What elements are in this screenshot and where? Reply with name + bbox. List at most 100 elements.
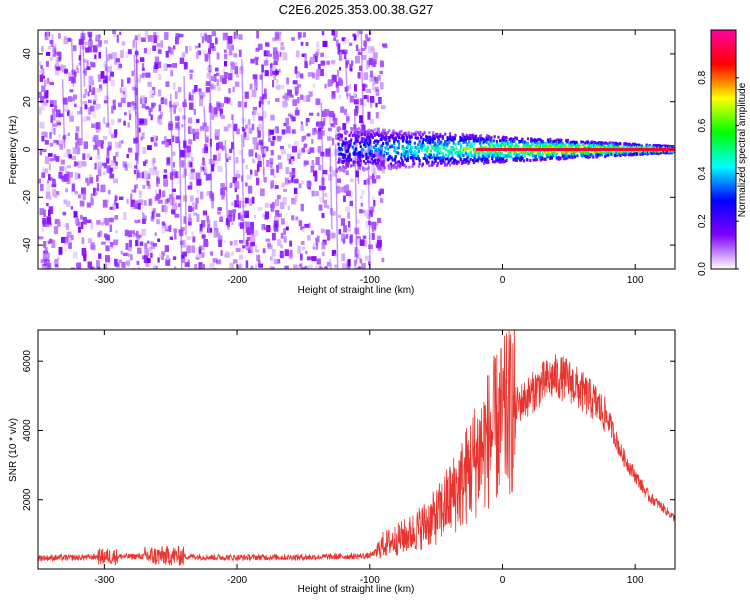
spectrogram-cell xyxy=(85,47,89,53)
spectrogram-cell xyxy=(188,45,192,52)
spectrogram-cell xyxy=(406,159,409,162)
spectrogram-cell xyxy=(223,53,228,60)
spectrogram-cell xyxy=(275,98,280,102)
spectrogram-cell xyxy=(248,127,253,134)
spectrogram-cell xyxy=(172,151,176,156)
spectrogram-cell xyxy=(397,143,401,147)
spectrogram-cell xyxy=(262,93,267,100)
spectrogram-cell xyxy=(307,235,311,241)
spectrogram-cell xyxy=(657,151,660,155)
spectrogram-cell xyxy=(256,177,260,186)
spectrogram-cell xyxy=(419,142,422,146)
spectrogram-cell xyxy=(470,136,473,140)
spectrogram-cell xyxy=(471,145,474,148)
spectrogram-cell xyxy=(87,91,90,97)
spectrogram-cell xyxy=(378,149,381,153)
colorbar-tick-label: 0.8 xyxy=(697,70,708,84)
spectrogram-cell xyxy=(375,112,379,119)
spectrogram-y-axis-label: Frequency (Hz) xyxy=(8,116,19,185)
spectrogram-cell xyxy=(301,53,307,57)
spectrogram-cell xyxy=(529,159,532,162)
spectrogram-cell xyxy=(262,248,266,254)
spectrogram-cell xyxy=(591,140,594,144)
spectrogram-cell xyxy=(321,213,325,218)
spectrogram-cell xyxy=(294,194,298,202)
spectrogram-cell xyxy=(344,235,347,239)
spectrogram-cell xyxy=(366,141,369,145)
spectrogram-cell xyxy=(114,130,117,138)
spectrogram-cell xyxy=(468,133,471,137)
spectrogram-cell xyxy=(257,207,263,211)
spectrogram-cell xyxy=(89,156,93,160)
spectrogram-cell xyxy=(48,174,51,181)
spectrogram-cell xyxy=(63,39,68,45)
spectrogram-cell xyxy=(83,58,87,63)
spectrogram-cell xyxy=(362,154,365,158)
colorbar-tick-label: 0.0 xyxy=(697,262,708,276)
spectrogram-cell xyxy=(437,138,440,142)
spectrogram-cell xyxy=(421,143,424,147)
spectrogram-cell xyxy=(86,60,89,67)
spectrogram-cell xyxy=(172,188,176,192)
spectrogram-cell xyxy=(142,118,148,126)
spectrogram-cell xyxy=(169,236,173,240)
y-tick-label: 2000 xyxy=(22,488,33,511)
spectrogram-cell xyxy=(135,184,138,189)
spectrogram-cell xyxy=(510,155,513,159)
spectrogram-cell xyxy=(134,165,138,169)
spectrogram-cell xyxy=(354,136,358,140)
spectrogram-cell xyxy=(289,249,293,258)
spectrogram-cell xyxy=(46,52,51,56)
spectrogram-cell xyxy=(400,156,403,160)
spectrogram-cell xyxy=(359,159,362,163)
spectrogram-cell xyxy=(359,115,363,123)
spectrogram-cell xyxy=(398,130,401,134)
spectrogram-cell xyxy=(373,154,376,158)
spectrogram-cell xyxy=(346,141,349,145)
spectrogram-cell xyxy=(416,146,419,150)
spectrogram-cell xyxy=(93,99,97,105)
spectrogram-cell xyxy=(355,152,358,156)
spectrogram-cell xyxy=(163,204,167,213)
spectrogram-cell xyxy=(598,153,601,157)
spectrogram-cell xyxy=(84,67,87,76)
spectrogram-cell xyxy=(404,157,407,161)
spectrogram-cell xyxy=(130,193,133,201)
spectrogram-cell xyxy=(296,50,300,58)
spectrogram-cell xyxy=(127,253,130,257)
spectrogram-cell xyxy=(270,114,275,121)
spectrogram-cell xyxy=(472,135,475,139)
spectrogram-cell xyxy=(109,167,113,174)
spectrogram-cell xyxy=(448,141,451,145)
spectrogram-cell xyxy=(143,48,147,54)
spectrogram-cell xyxy=(401,136,404,140)
spectrogram-cell xyxy=(499,153,502,157)
spectrogram-cell xyxy=(521,157,524,160)
spectrogram-cell xyxy=(477,152,480,156)
spectrogram-cell xyxy=(532,154,535,158)
spectrogram-cell xyxy=(486,154,489,158)
spectrogram-cell xyxy=(486,157,489,161)
spectrogram-cell xyxy=(278,162,283,169)
spectrogram-cell xyxy=(264,88,267,96)
spectrogram-cell xyxy=(463,158,466,162)
spectrogram-cell xyxy=(538,145,541,149)
spectrogram-cell xyxy=(124,112,127,116)
spectrogram-cell xyxy=(241,200,247,208)
spectrogram-cell xyxy=(409,140,412,144)
spectrogram-cell xyxy=(409,135,412,139)
spectrogram-cell xyxy=(523,154,526,158)
spectrogram-cell xyxy=(134,219,139,224)
spectrogram-cell xyxy=(103,136,108,140)
spectrogram-cell xyxy=(531,150,534,154)
spectrogram-cell xyxy=(402,153,405,157)
spectrogram-cell xyxy=(141,37,146,42)
spectrogram-cell xyxy=(432,140,435,144)
spectrogram-cell xyxy=(311,190,315,197)
spectrogram-cell xyxy=(429,135,432,139)
spectrogram-cell xyxy=(344,143,350,151)
spectrogram-cell xyxy=(48,206,54,214)
spectrogram-cell xyxy=(95,35,100,41)
spectrogram-cell xyxy=(204,135,210,142)
spectrogram-cell xyxy=(206,173,212,181)
